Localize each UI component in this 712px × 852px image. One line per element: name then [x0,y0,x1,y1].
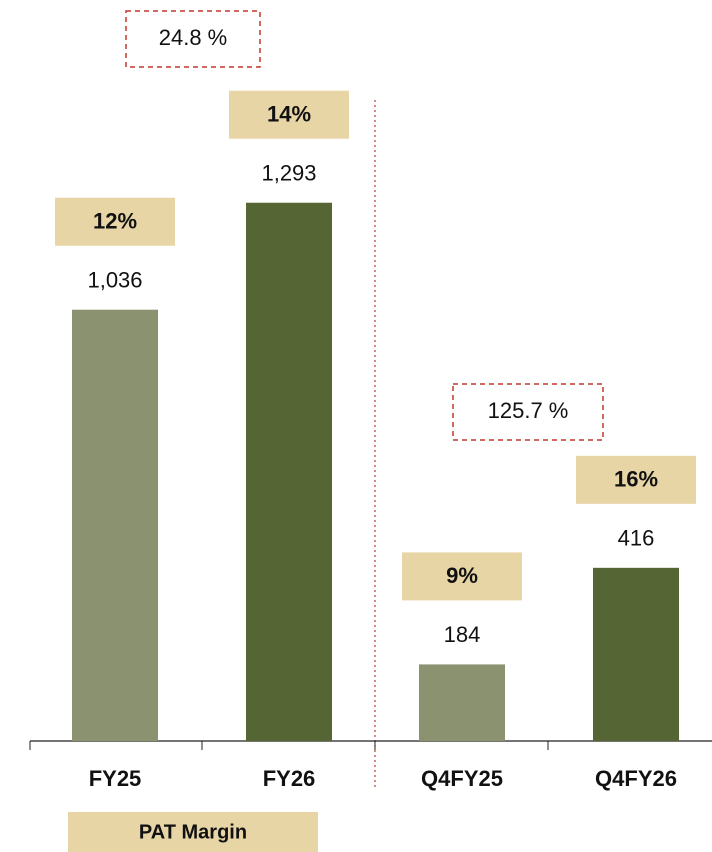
bar [593,567,679,741]
margin-label: 16% [614,467,658,492]
legend-box [68,812,318,852]
value-label: 416 [618,526,655,551]
margin-box [55,197,175,246]
bar [246,202,332,742]
margin-label: 12% [93,209,137,234]
x-tick-label: FY25 [89,766,142,791]
margin-label: 9% [446,563,478,588]
margin-label: 14% [267,102,311,127]
value-label: 1,036 [87,268,142,293]
x-tick-label: FY26 [263,766,316,791]
growth-box [125,10,261,68]
margin-box [576,455,696,504]
growth-label: 125.7 % [488,398,569,423]
value-label: 1,293 [261,161,316,186]
growth-label: 24.8 % [159,25,228,50]
legend-label: PAT Margin [139,821,247,843]
margin-box [229,90,349,139]
bar [72,309,158,741]
value-label: 184 [444,622,481,647]
bar [419,664,505,741]
growth-box [452,383,604,441]
margin-box [402,552,522,601]
x-tick-label: Q4FY26 [595,766,677,791]
x-tick-label: Q4FY25 [421,766,503,791]
